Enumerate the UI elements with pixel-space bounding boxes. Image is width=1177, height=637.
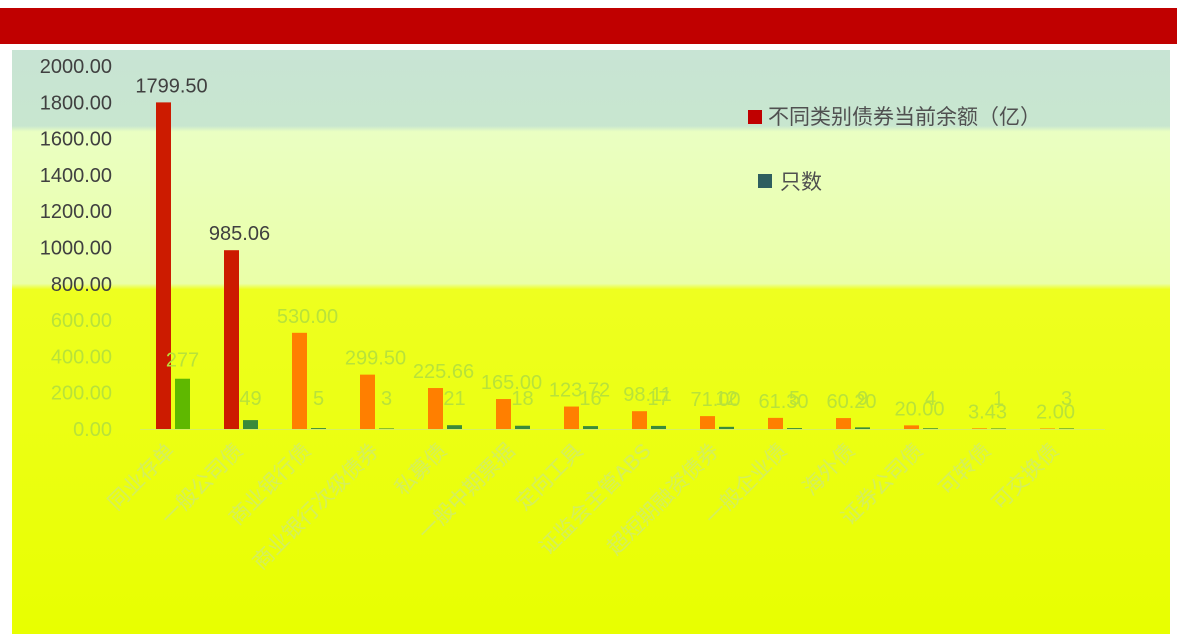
- bar-count: [719, 426, 734, 429]
- legend-swatch-count: [758, 174, 772, 188]
- legend: 不同类别债券当前余额（亿） 只数: [748, 106, 1041, 194]
- data-label-count: 3: [381, 388, 392, 410]
- bar-balance: [768, 417, 783, 429]
- y-tick-label: 1400.00: [40, 165, 112, 187]
- y-tick-label: 1800.00: [40, 92, 112, 114]
- series-count-labels: 277 49 5 3 21 18 16 17 12 5 9 4 1 3: [166, 350, 1072, 410]
- header-bar: [0, 8, 1177, 44]
- bar-balance: [292, 332, 307, 429]
- data-label-balance: 985.06: [209, 223, 270, 245]
- series-balance-bars: [156, 102, 1055, 429]
- data-label-balance: 530.00: [277, 306, 338, 328]
- bar-count: [379, 428, 394, 429]
- bar-count: [583, 426, 598, 429]
- bar-balance: [632, 411, 647, 429]
- data-label-count: 5: [313, 388, 324, 410]
- y-tick-label: 800.00: [51, 274, 112, 296]
- bar-balance: [1040, 428, 1055, 429]
- y-tick-label: 2000.00: [40, 56, 112, 78]
- y-tick-label: 0.00: [73, 419, 112, 441]
- bar-balance: [224, 250, 239, 429]
- data-label-balance: 123.72: [549, 380, 610, 402]
- y-tick-label: 1200.00: [40, 201, 112, 223]
- data-label-count: 9: [857, 388, 868, 410]
- legend-label-balance: 不同类别债券当前余额（亿）: [768, 106, 1041, 129]
- data-label-count: 5: [789, 388, 800, 410]
- data-label-balance: 20.00: [894, 398, 944, 420]
- bar-count: [855, 427, 870, 429]
- data-label-balance: 98.11: [623, 384, 672, 406]
- bar-count: [787, 428, 802, 429]
- data-label-count: 4: [925, 388, 936, 410]
- data-label-count: 3: [1061, 388, 1072, 410]
- bar-count: [515, 425, 530, 429]
- plot-background: [12, 50, 1170, 634]
- bar-balance: [564, 406, 579, 429]
- data-label-balance: 3.43: [968, 401, 1007, 423]
- data-label-count: 18: [511, 388, 533, 410]
- data-label-count: 49: [239, 388, 261, 410]
- bar-balance: [700, 416, 715, 429]
- bar-balance: [836, 418, 851, 429]
- bar-count: [447, 425, 462, 429]
- data-label-count: 277: [166, 350, 199, 372]
- data-label-balance: 165.00: [481, 372, 542, 394]
- data-label-count: 12: [715, 388, 737, 410]
- y-tick-label: 1600.00: [40, 129, 112, 151]
- legend-label-count: 只数: [780, 171, 822, 194]
- data-label-balance: 61.30: [758, 391, 808, 413]
- bar-count: [923, 428, 938, 429]
- bar-balance: [972, 428, 987, 429]
- bar-count: [991, 428, 1006, 429]
- y-tick-label: 200.00: [51, 383, 112, 405]
- bar-count: [175, 378, 190, 429]
- y-tick-label: 400.00: [51, 346, 112, 368]
- y-tick-label: 1000.00: [40, 238, 112, 260]
- data-label-count: 16: [579, 388, 601, 410]
- data-label-count: 1: [993, 388, 1004, 410]
- data-label-count: 17: [647, 388, 669, 410]
- y-tick-label: 600.00: [51, 310, 112, 332]
- bar-balance: [904, 425, 919, 429]
- bar-balance: [496, 399, 511, 429]
- bar-count: [243, 420, 258, 429]
- bar-count: [311, 428, 326, 429]
- data-label-count: 21: [443, 388, 465, 410]
- data-label-balance: 299.50: [345, 348, 406, 370]
- data-label-balance: 225.66: [413, 361, 474, 383]
- data-label-balance: 1799.50: [135, 75, 207, 97]
- data-label-balance: 60.20: [826, 391, 876, 413]
- bar-balance: [156, 102, 171, 429]
- data-label-balance: 2.00: [1036, 402, 1075, 424]
- bar-count: [1059, 428, 1074, 429]
- bar-balance: [428, 388, 443, 429]
- y-axis: 0.00 200.00 400.00 600.00 800.00 1000.00 1200.…: [40, 56, 112, 441]
- legend-swatch-balance: [748, 110, 762, 124]
- bar-count: [651, 425, 666, 429]
- bar-balance: [360, 374, 375, 429]
- data-label-balance: 71.00: [690, 389, 740, 411]
- series-count-bars: [175, 378, 1074, 429]
